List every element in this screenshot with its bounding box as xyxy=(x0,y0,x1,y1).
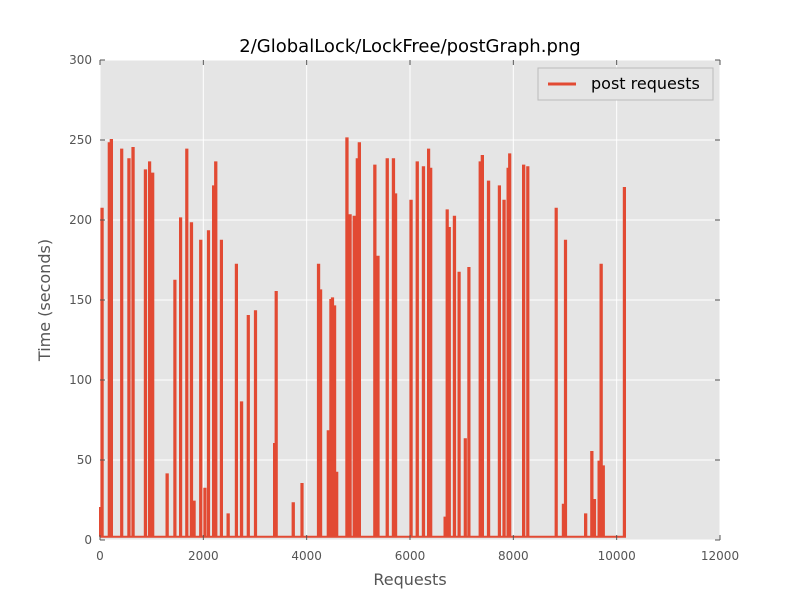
y-tick-label: 300 xyxy=(69,53,92,67)
series-group xyxy=(99,137,626,538)
chart-title: 2/GlobalLock/LockFree/postGraph.png xyxy=(239,36,580,57)
x-tick-label: 6000 xyxy=(395,549,426,563)
y-tick-label: 250 xyxy=(69,133,92,147)
legend: post requests xyxy=(537,67,714,101)
y-axis-label: Time (seconds) xyxy=(35,239,54,362)
x-axis-label: Requests xyxy=(373,570,446,589)
y-tick-label: 100 xyxy=(69,373,92,387)
x-tick-label: 12000 xyxy=(701,549,739,563)
y-tick-labels: 0 50 100 150 200 250 300 xyxy=(69,53,92,547)
y-tick-label: 0 xyxy=(84,533,92,547)
x-tick-label: 8000 xyxy=(498,549,529,563)
series-line-post-requests xyxy=(99,137,626,538)
y-tick-label: 50 xyxy=(77,453,92,467)
x-tick-label: 0 xyxy=(96,549,104,563)
x-tick-label: 4000 xyxy=(291,549,322,563)
x-tick-labels: 0 2000 4000 6000 8000 10000 12000 xyxy=(96,549,739,563)
x-tick-label: 2000 xyxy=(188,549,219,563)
legend-label: post requests xyxy=(591,74,700,93)
y-tick-label: 200 xyxy=(69,213,92,227)
y-tick-label: 150 xyxy=(69,293,92,307)
x-tick-label: 10000 xyxy=(598,549,636,563)
tick-marks xyxy=(99,59,721,541)
